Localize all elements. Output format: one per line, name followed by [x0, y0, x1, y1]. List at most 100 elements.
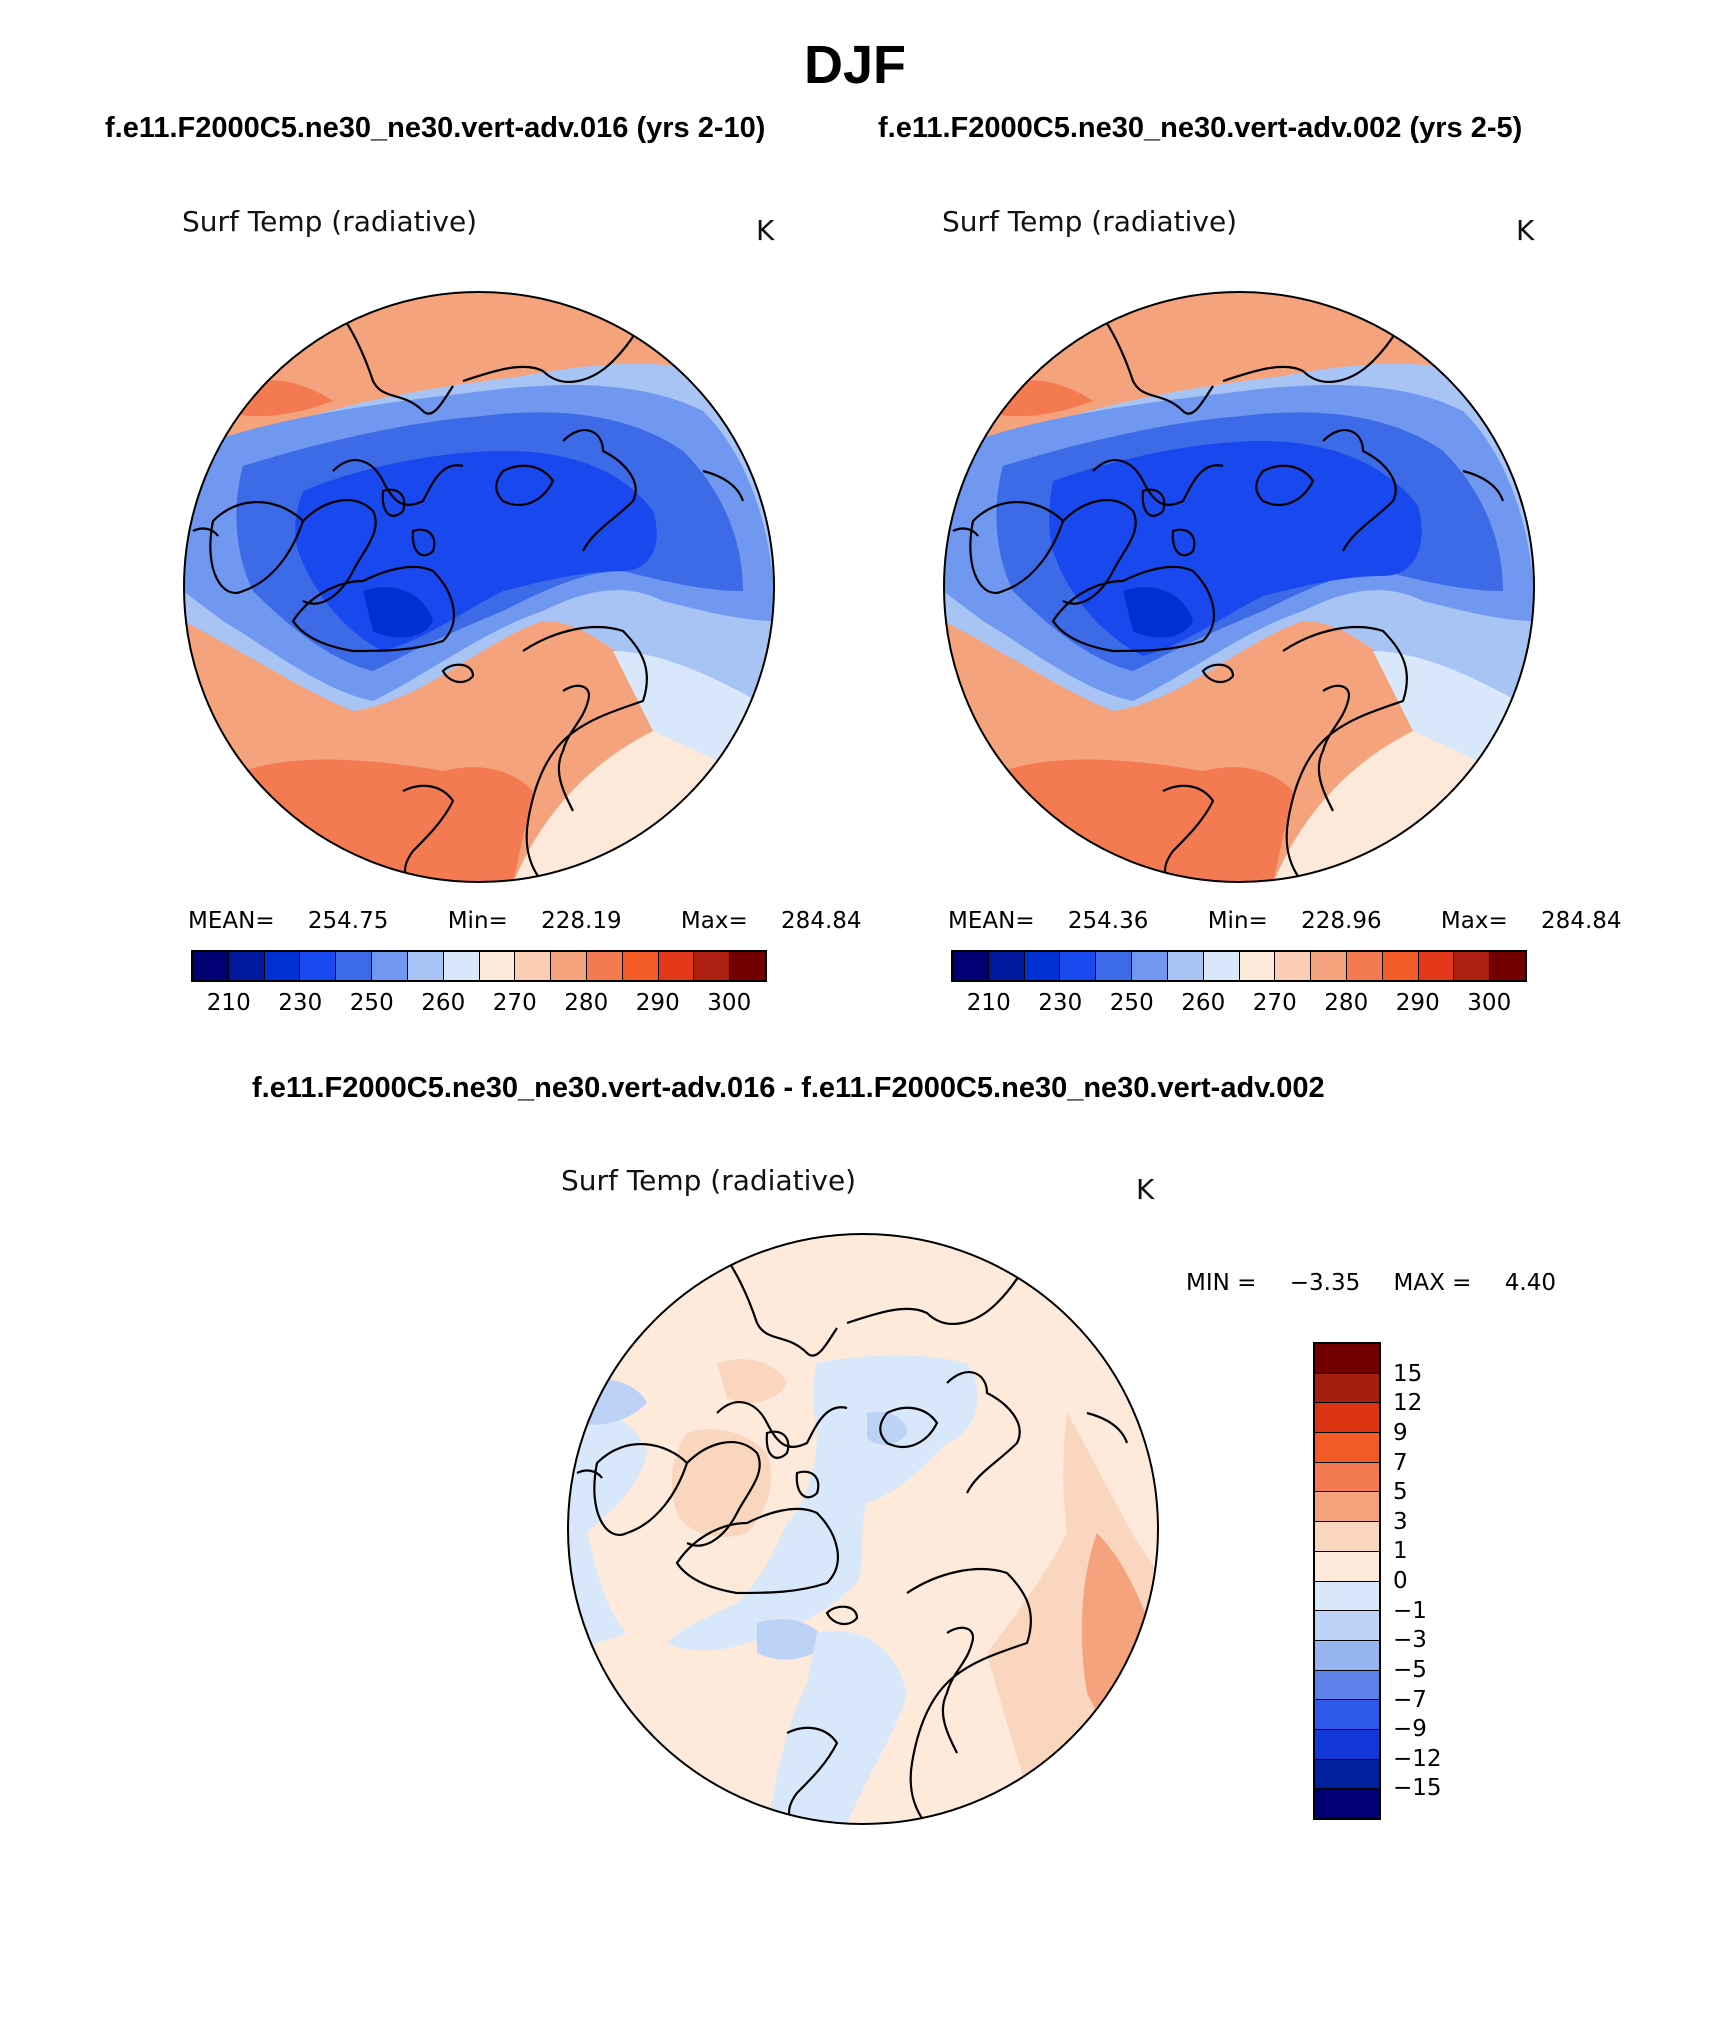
colorbar-swatch: [551, 952, 587, 980]
colorbar-swatch: [443, 952, 480, 980]
colorbar-swatch: [730, 952, 765, 980]
colorbar-swatch: [1315, 1640, 1379, 1671]
colorbar-swatch: [1311, 952, 1347, 980]
colorbar-swatch: [1315, 1611, 1379, 1641]
colorbar-tick-label: 9: [1393, 1419, 1408, 1446]
colorbar-tick-label: −12: [1393, 1745, 1442, 1772]
colorbar-tick-label: 0: [1393, 1568, 1408, 1594]
colorbar-swatch: [1239, 952, 1276, 980]
colorbar-swatch: [586, 952, 623, 980]
colorbar-swatch: [694, 952, 731, 980]
colorbar-tick-label: −15: [1393, 1775, 1442, 1802]
colorbar-swatch: [1096, 952, 1133, 980]
colorbar-swatch: [1315, 1462, 1379, 1493]
diff-polar-map: [567, 1233, 1159, 1825]
colorbar-swatch: [1315, 1433, 1379, 1463]
left-min-value: 228.19: [541, 908, 622, 934]
colorbar-swatch: [1315, 1789, 1379, 1818]
left-panel-label: Surf Temp (radiative): [182, 205, 478, 238]
left-max-label: Max=: [680, 908, 748, 934]
colorbar-swatch: [953, 952, 989, 980]
colorbar-swatch: [1060, 952, 1097, 980]
left-polar-map: [183, 291, 775, 883]
left-colorbar: [191, 950, 767, 982]
diff-min-label: MIN =: [1186, 1270, 1257, 1296]
colorbar-swatch: [1315, 1522, 1379, 1552]
right-polar-map: [943, 291, 1535, 883]
colorbar-tick-label: 300: [1467, 990, 1512, 1016]
diff-max-value: 4.40: [1504, 1270, 1556, 1296]
left-max-value: 284.84: [781, 908, 862, 934]
colorbar-tick-label: 260: [421, 990, 466, 1016]
colorbar-swatch: [1315, 1700, 1379, 1730]
left-mean-value: 254.75: [307, 908, 389, 934]
colorbar-swatch: [1418, 952, 1455, 980]
colorbar-swatch: [1454, 952, 1491, 980]
colorbar-swatch: [1315, 1759, 1379, 1790]
right-colorbar: [951, 950, 1527, 982]
right-max-label: Max=: [1440, 908, 1508, 934]
colorbar-tick-label: 290: [635, 990, 680, 1016]
colorbar-tick-label: 260: [1181, 990, 1226, 1016]
colorbar-swatch: [515, 952, 552, 980]
colorbar-swatch: [1315, 1403, 1379, 1434]
colorbar-tick-label: 12: [1393, 1390, 1423, 1417]
right-case-title: f.e11.F2000C5.ne30_ne30.vert-adv.002 (yr…: [878, 112, 1523, 144]
colorbar-swatch: [1024, 952, 1061, 980]
right-mean-label: MEAN=: [948, 908, 1035, 934]
diff-title: f.e11.F2000C5.ne30_ne30.vert-adv.016 - f…: [252, 1072, 1325, 1104]
colorbar-tick-label: 280: [564, 990, 609, 1016]
colorbar-swatch: [1315, 1492, 1379, 1523]
colorbar-tick-label: 280: [1324, 990, 1369, 1016]
colorbar-tick-label: 300: [707, 990, 752, 1016]
colorbar-tick-label: −5: [1393, 1656, 1427, 1683]
diff-stats: MIN = −3.35 MAX = 4.40: [1186, 1270, 1582, 1296]
colorbar-swatch: [1346, 952, 1383, 980]
colorbar-swatch: [479, 952, 516, 980]
colorbar-swatch: [1315, 1581, 1379, 1612]
diff-colorbar: [1313, 1342, 1381, 1820]
right-mean-value: 254.36: [1067, 908, 1149, 934]
left-mean-label: MEAN=: [188, 908, 275, 934]
colorbar-tick-label: 230: [1038, 990, 1083, 1016]
colorbar-tick-label: −3: [1393, 1627, 1427, 1654]
colorbar-tick-label: 290: [1395, 990, 1440, 1016]
colorbar-swatch: [1132, 952, 1168, 980]
right-min-value: 228.96: [1301, 908, 1382, 934]
colorbar-tick-label: 270: [1252, 990, 1297, 1016]
left-min-label: Min=: [447, 908, 508, 934]
colorbar-swatch: [336, 952, 373, 980]
left-stats: MEAN= 254.75 Min= 228.19 Max= 284.84: [188, 908, 914, 934]
diff-panel-label: Surf Temp (radiative): [561, 1164, 857, 1197]
colorbar-swatch: [193, 952, 229, 980]
colorbar-tick-label: 3: [1393, 1508, 1408, 1535]
right-stats: MEAN= 254.36 Min= 228.96 Max= 284.84: [948, 908, 1674, 934]
colorbar-swatch: [1167, 952, 1204, 980]
colorbar-swatch: [622, 952, 659, 980]
colorbar-swatch: [1315, 1344, 1379, 1374]
right-panel-units: K: [1516, 214, 1535, 247]
colorbar-swatch: [300, 952, 337, 980]
right-panel-label: Surf Temp (radiative): [942, 205, 1238, 238]
right-min-label: Min=: [1207, 908, 1268, 934]
colorbar-swatch: [1315, 1551, 1379, 1582]
diff-panel-units: K: [1136, 1173, 1155, 1206]
colorbar-tick-label: 270: [492, 990, 537, 1016]
colorbar-tick-label: 5: [1393, 1479, 1408, 1506]
colorbar-swatch: [1490, 952, 1525, 980]
colorbar-swatch: [264, 952, 301, 980]
left-panel-units: K: [756, 214, 775, 247]
colorbar-tick-label: 210: [966, 990, 1011, 1016]
colorbar-swatch: [1315, 1373, 1379, 1404]
colorbar-tick-label: −9: [1393, 1716, 1427, 1743]
colorbar-swatch: [1203, 952, 1240, 980]
colorbar-swatch: [372, 952, 408, 980]
colorbar-swatch: [988, 952, 1025, 980]
colorbar-swatch: [658, 952, 695, 980]
colorbar-tick-label: −7: [1393, 1686, 1427, 1713]
colorbar-tick-label: 230: [278, 990, 323, 1016]
colorbar-tick-label: 7: [1393, 1449, 1408, 1476]
left-case-title: f.e11.F2000C5.ne30_ne30.vert-adv.016 (yr…: [105, 112, 766, 144]
diff-min-value: −3.35: [1289, 1270, 1361, 1296]
colorbar-tick-label: 250: [349, 990, 394, 1016]
